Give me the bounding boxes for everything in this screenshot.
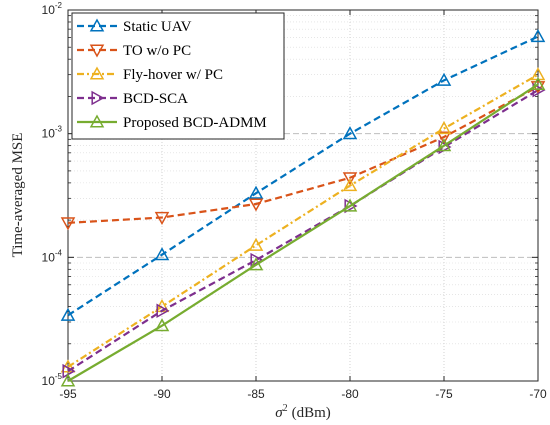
y-tick-label: 10-5 (42, 372, 63, 388)
data-point (248, 237, 264, 251)
data-point (154, 247, 170, 261)
data-point (60, 373, 76, 387)
legend-box (71, 12, 285, 140)
y-tick-label: 10-3 (42, 125, 63, 141)
y-axis-label: Time-averaged MSE (10, 133, 26, 258)
data-point (156, 303, 170, 319)
x-tick-label: -85 (247, 387, 265, 401)
legend-label: Fly-hover w/ PC (123, 67, 223, 83)
plot-frame (67, 9, 539, 382)
data-point (60, 307, 76, 321)
series-layer (60, 29, 546, 387)
data-point (250, 252, 264, 268)
x-tick-label: -70 (529, 387, 547, 401)
x-axis-symbol: σ (275, 405, 283, 421)
legend: Static UAV TO w/o PC Fly-hover w/ PC BCD-SC… (71, 12, 285, 140)
data-point (530, 76, 546, 91)
data-point (62, 363, 76, 379)
x-tick-label: -80 (341, 387, 359, 401)
y-tick-label: 10-2 (42, 1, 63, 17)
series-static-uav (60, 29, 546, 321)
series-line (67, 83, 539, 382)
legend-label: BCD-SCA (123, 91, 188, 107)
legend-label: TO w/o PC (123, 43, 191, 59)
legend-marker (89, 66, 105, 80)
series-line (67, 85, 539, 224)
data-point (342, 126, 358, 140)
y-tick-label: 10-4 (42, 248, 63, 264)
legend-label: Proposed BCD-ADMM (123, 115, 267, 131)
data-point (248, 257, 264, 271)
legend-marker (89, 18, 105, 32)
x-tick-label: -95 (59, 387, 77, 401)
data-point (436, 138, 452, 152)
x-axis-superscript: 2 (283, 403, 288, 414)
x-tick-label: -75 (435, 387, 453, 401)
x-axis-unit: (dBm) (292, 405, 331, 421)
legend-marker (89, 44, 105, 58)
data-point (154, 211, 170, 226)
data-point (436, 72, 452, 86)
data-point (532, 82, 546, 98)
series-line (67, 89, 539, 373)
series-to-w-o-pc (60, 81, 546, 231)
data-point (436, 131, 452, 145)
legend-items: Static UAV TO w/o PC Fly-hover w/ PC BCD-SC… (77, 18, 267, 131)
data-point (344, 198, 358, 214)
axis-ticks: -95 -90 -85 -80 -75 -70 10-5 10-4 10-3 10-2 (42, 1, 547, 401)
data-point (248, 198, 264, 212)
data-point (342, 198, 358, 212)
x-axis-label: σ2 (dBm) (275, 403, 331, 421)
data-point (342, 178, 358, 192)
data-point (248, 185, 264, 199)
data-point (154, 318, 170, 332)
data-point (60, 217, 76, 231)
data-point (342, 172, 358, 186)
series-proposed-bcd-admm (60, 76, 546, 387)
legend-label: Static UAV (123, 19, 192, 35)
data-point (436, 121, 452, 135)
series-line (67, 73, 539, 368)
legend-marker (89, 114, 105, 128)
legend-marker (91, 90, 105, 106)
x-tick-label: -90 (153, 387, 171, 401)
series-line (67, 35, 539, 317)
data-point (530, 29, 546, 43)
